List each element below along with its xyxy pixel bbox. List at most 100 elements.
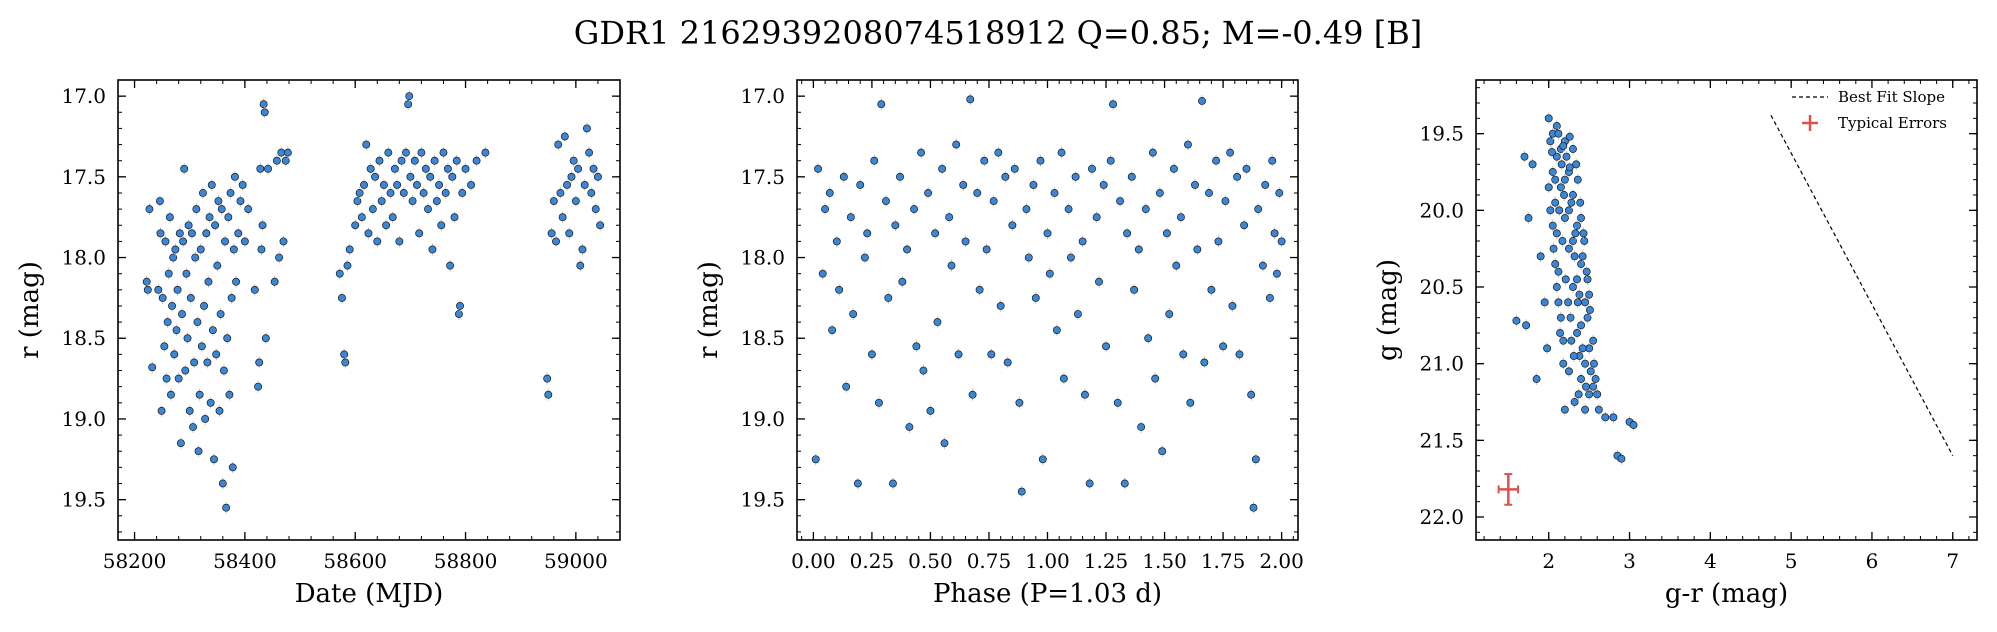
data-point [408, 197, 417, 206]
data-point [161, 237, 170, 246]
data-point [1567, 336, 1576, 345]
phase-folded-panel: 0.00 0.25 0.50 0.75 1.00 1.25 1.50 1.75 2.00 17.0… [694, 79, 1304, 609]
data-point [390, 164, 399, 173]
data-point [254, 382, 263, 391]
data-point [1228, 302, 1237, 310]
x-tick-label: 7 [1946, 549, 1959, 573]
data-point [919, 366, 928, 375]
data-point [343, 261, 352, 270]
data-point [357, 213, 366, 222]
data-point [1085, 479, 1094, 488]
data-point [987, 350, 996, 359]
data-point [1560, 191, 1569, 199]
data-point [148, 363, 157, 372]
data-point [896, 172, 904, 181]
data-point [1561, 275, 1570, 284]
data-point [1565, 163, 1574, 172]
data-point [236, 197, 245, 206]
data-point [842, 382, 851, 391]
data-point [404, 100, 413, 109]
data-point [877, 100, 886, 109]
data-point [1556, 183, 1565, 192]
data-point [1066, 253, 1075, 262]
data-point [371, 172, 380, 181]
data-point [160, 342, 169, 351]
data-point [1088, 164, 1096, 173]
data-point [1214, 237, 1223, 246]
data-point [1120, 479, 1129, 488]
data-point [173, 285, 182, 294]
data-point [968, 390, 977, 399]
data-point [195, 390, 204, 399]
data-point [210, 455, 218, 464]
data-point [223, 334, 232, 343]
data-point [190, 358, 199, 367]
data-point [169, 253, 178, 262]
data-point [587, 189, 596, 197]
data-point [1113, 398, 1122, 407]
data-point [954, 350, 963, 359]
data-point [1551, 260, 1560, 268]
data-point [255, 358, 264, 367]
data-point [461, 164, 470, 173]
data-point [576, 261, 585, 270]
data-point [1095, 277, 1103, 286]
data-point [905, 423, 914, 431]
data-point [257, 245, 266, 254]
data-point [917, 148, 926, 157]
data-point [1590, 359, 1598, 368]
data-point [543, 374, 552, 383]
data-point [215, 406, 224, 415]
data-point [1570, 252, 1579, 261]
data-point [1548, 148, 1556, 157]
data-point [582, 124, 591, 133]
data-point [1552, 283, 1561, 291]
data-point [405, 92, 414, 101]
data-point [154, 285, 163, 294]
y-tick-label: 18.0 [740, 246, 785, 270]
y-tick-label: 17.5 [61, 165, 106, 189]
data-point [417, 148, 426, 157]
y-axis-label: g (mag) [1373, 259, 1403, 361]
best-fit-slope-line [1770, 114, 1954, 456]
data-point [1059, 374, 1068, 383]
data-point [199, 189, 207, 197]
data-point [1579, 229, 1588, 238]
data-point [585, 148, 594, 157]
data-point [1092, 213, 1101, 222]
data-point [178, 310, 186, 318]
data-point [373, 237, 382, 246]
data-point [1158, 447, 1167, 456]
data-point [196, 245, 205, 254]
data-point [191, 253, 200, 262]
data-point [216, 310, 225, 318]
data-point [261, 334, 270, 343]
data-point [1151, 374, 1160, 383]
data-point [345, 245, 354, 254]
data-point [596, 221, 605, 230]
data-point [201, 414, 210, 423]
data-point [472, 156, 481, 165]
data-point [1536, 252, 1545, 261]
data-point [940, 439, 949, 448]
data-point [384, 148, 393, 157]
data-point [185, 406, 194, 415]
data-point [1585, 390, 1594, 399]
data-point [1071, 172, 1080, 181]
data-point [1589, 336, 1598, 345]
data-point [193, 318, 202, 327]
data-point [197, 342, 206, 351]
data-point [558, 213, 567, 222]
x-axis-label: Phase (P=1.03 d) [933, 579, 1162, 609]
data-point [256, 164, 265, 173]
data-point [234, 229, 243, 238]
data-point [1127, 172, 1136, 181]
data-point [175, 229, 184, 238]
data-point [145, 205, 154, 214]
data-point [1565, 132, 1574, 141]
legend-label: Best Fit Slope [1838, 88, 1945, 106]
data-point [1524, 214, 1533, 222]
data-point [560, 132, 569, 141]
data-point [1569, 283, 1577, 291]
data-point [410, 156, 419, 165]
